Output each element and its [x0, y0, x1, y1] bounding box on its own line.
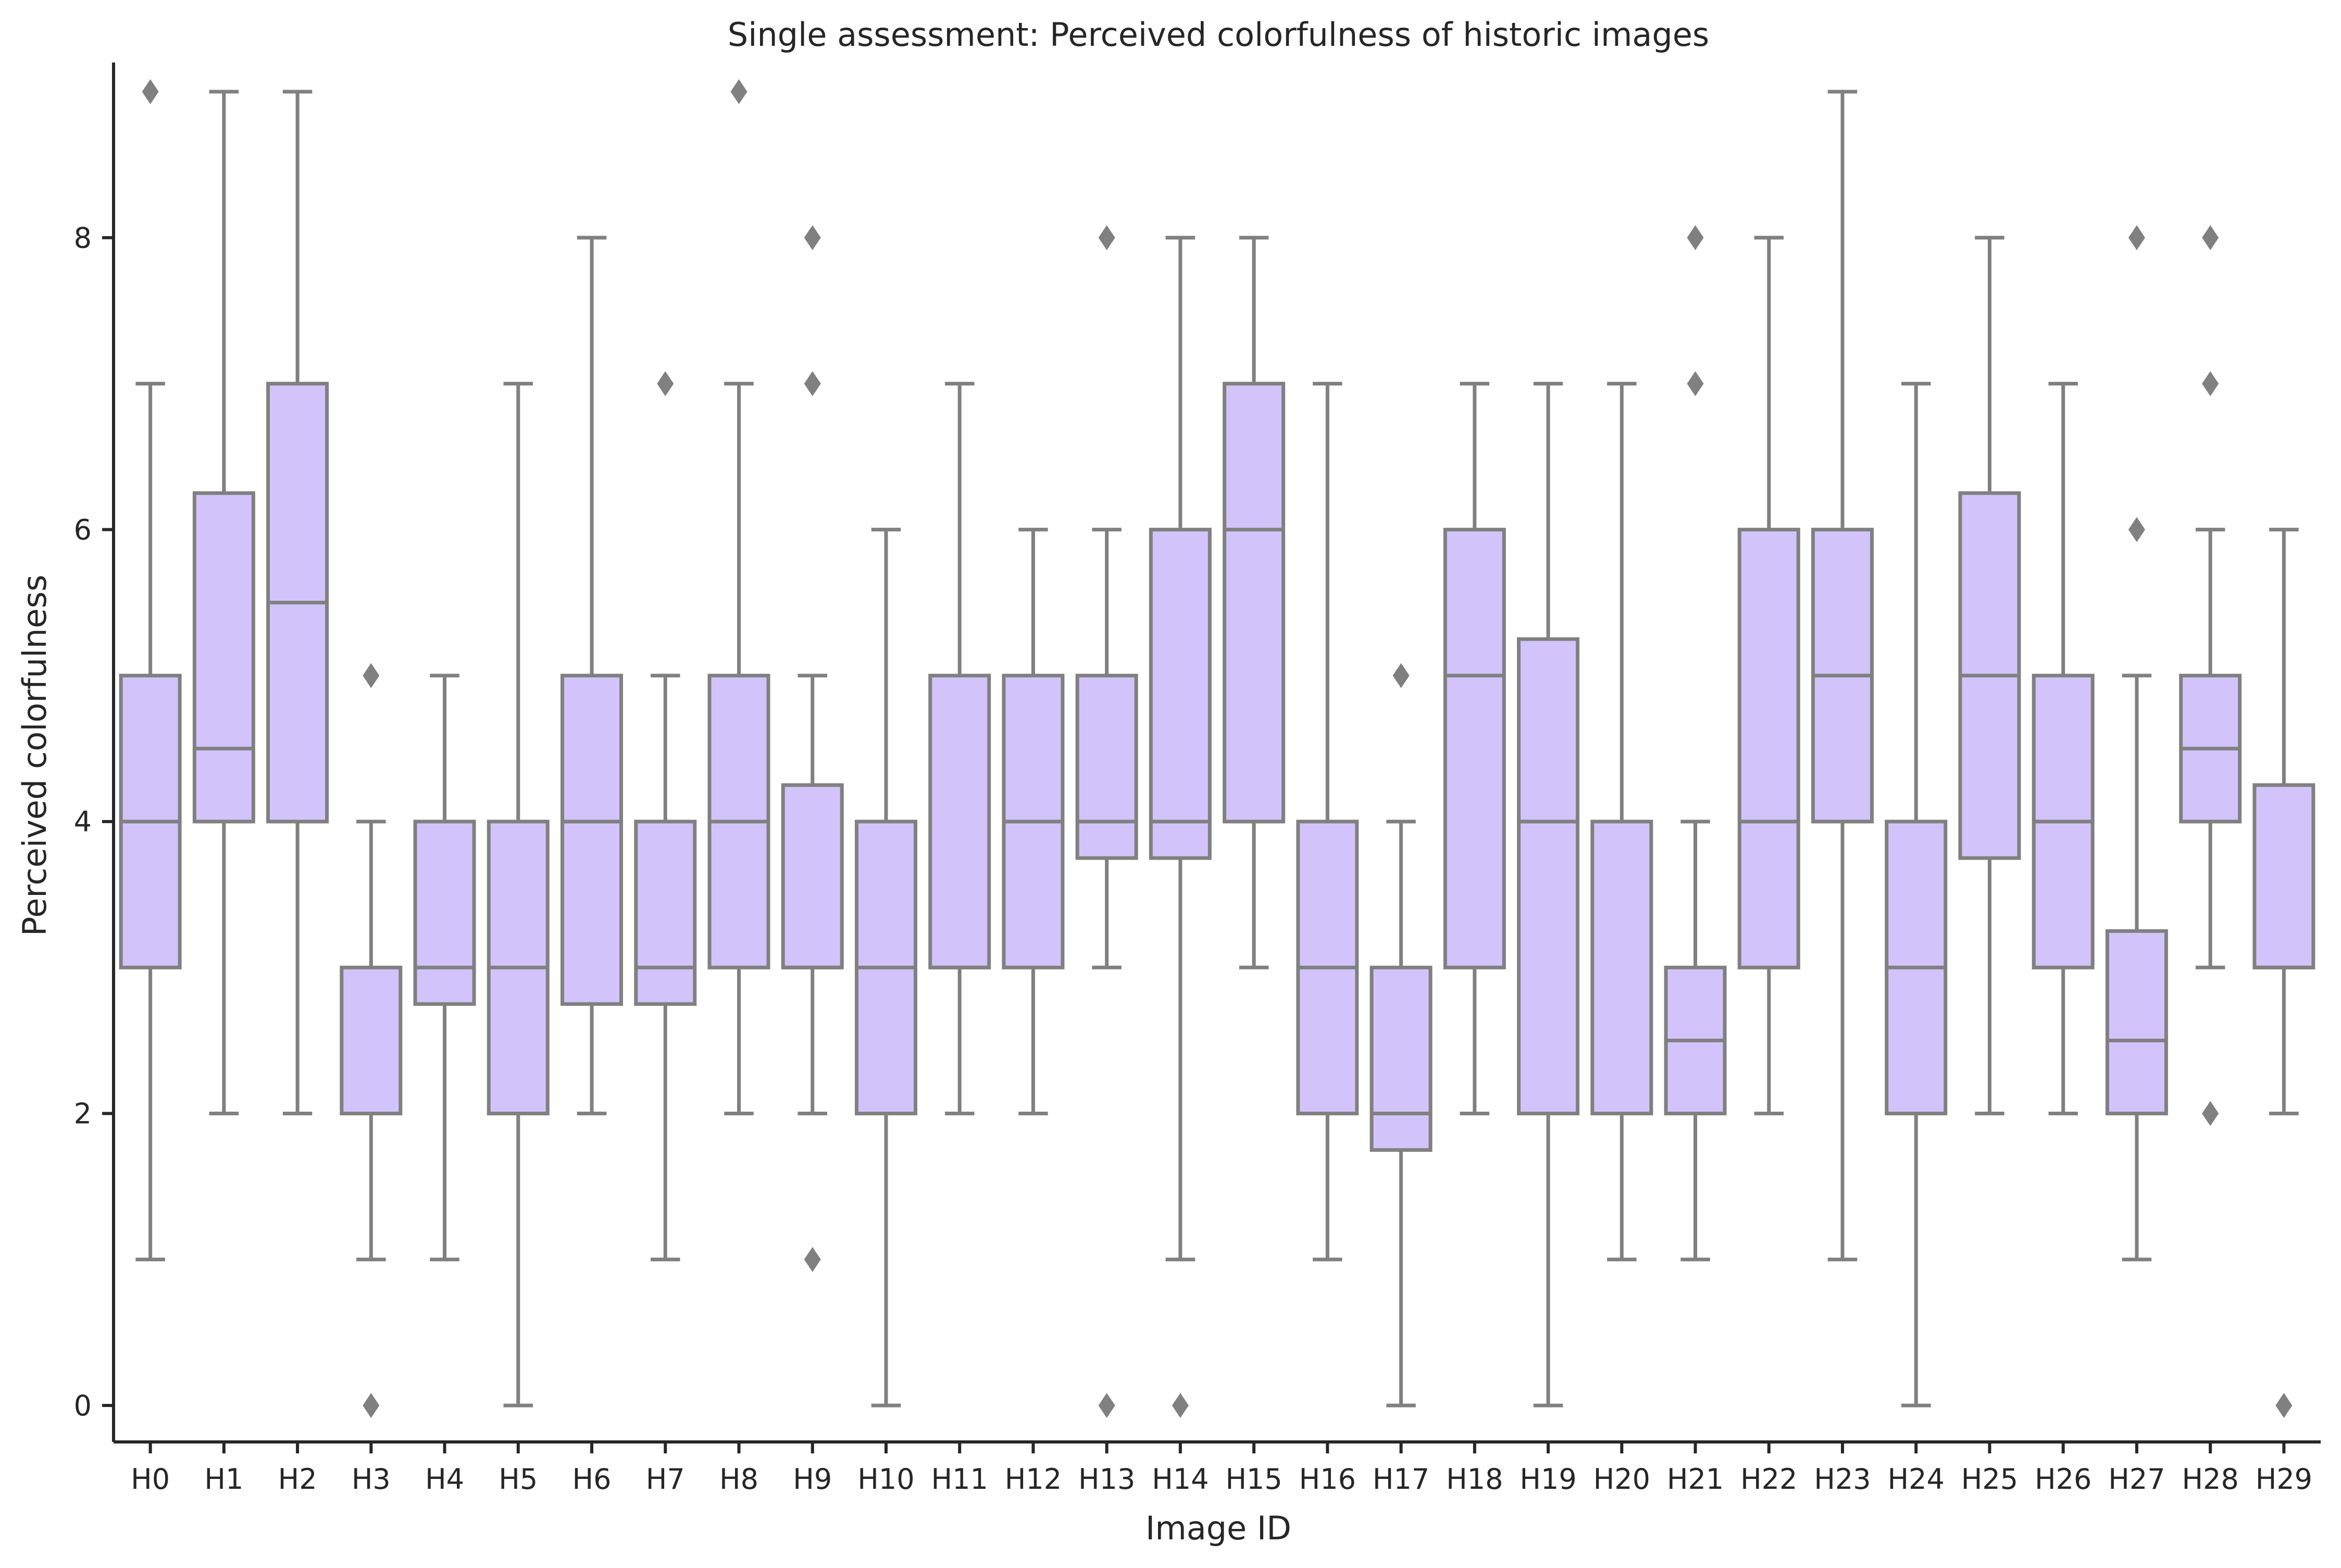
box-h11 — [928, 674, 991, 969]
y-tick-label: 6 — [74, 514, 92, 546]
box-h18 — [1443, 528, 1506, 969]
box-h9 — [781, 783, 844, 969]
box-h19 — [1517, 637, 1580, 1116]
box-h29 — [2252, 783, 2315, 969]
x-axis-title: Image ID — [1145, 1509, 1291, 1547]
outlier-point — [363, 663, 380, 688]
outlier-point — [1687, 371, 1704, 396]
x-tick-label: H7 — [646, 1463, 685, 1496]
outlier-point — [1687, 225, 1704, 251]
x-tick-label: H22 — [1740, 1463, 1797, 1496]
outlier-point — [1098, 225, 1115, 251]
x-tick-label: H8 — [719, 1463, 758, 1496]
x-tick-label: H20 — [1593, 1463, 1650, 1496]
outlier-point — [1392, 663, 1410, 688]
x-tick-label: H26 — [2035, 1463, 2091, 1496]
outlier-point — [2275, 1392, 2293, 1418]
box-h20 — [1590, 819, 1653, 1116]
y-tick-label: 0 — [74, 1389, 92, 1422]
box-h1 — [192, 491, 255, 824]
outlier-point — [2128, 225, 2145, 251]
box-h15 — [1223, 381, 1286, 824]
box-h7 — [634, 819, 697, 1006]
outlier-point — [2202, 371, 2219, 396]
plot-area: 0 2 4 6 8 H0 H1 H2 H3 H4 H5 H6 H7 H8 H9 H10 H11 H12 H13 H14… — [74, 63, 2321, 1496]
x-tick-label: H14 — [1152, 1463, 1209, 1496]
box-h27 — [2105, 929, 2168, 1116]
box-h3 — [340, 965, 403, 1116]
x-tick-label: H29 — [2256, 1463, 2312, 1496]
x-tick-label: H3 — [352, 1463, 391, 1496]
outlier-point — [142, 79, 159, 105]
x-tick-label: H10 — [857, 1463, 914, 1496]
x-tick-label: H18 — [1446, 1463, 1503, 1496]
x-tick-label: H23 — [1814, 1463, 1871, 1496]
y-axis-title: Perceived colorfulness — [16, 575, 54, 936]
y-tick-label: 8 — [74, 221, 92, 254]
x-tick-label: H21 — [1667, 1463, 1724, 1496]
outlier-point — [804, 225, 821, 251]
x-tick-label: H24 — [1888, 1463, 1945, 1496]
box-h13 — [1075, 674, 1138, 860]
x-tick-label: H17 — [1373, 1463, 1429, 1496]
x-tick-label: H19 — [1520, 1463, 1576, 1496]
outlier-point — [2202, 1101, 2219, 1126]
x-tick-label: H25 — [1961, 1463, 2018, 1496]
x-tick-label: H12 — [1005, 1463, 1062, 1496]
x-tick-label: H1 — [204, 1463, 243, 1496]
x-tick-label: H2 — [278, 1463, 317, 1496]
outlier-point — [804, 1247, 821, 1272]
x-tick-label: H9 — [793, 1463, 832, 1496]
x-tick-label: H11 — [931, 1463, 988, 1496]
outlier-point — [2128, 517, 2145, 542]
outlier-point — [804, 371, 821, 396]
chart-title: Single assessment: Perceived colorfulnes… — [728, 16, 1709, 54]
x-tick-label: H5 — [499, 1463, 538, 1496]
box-h17 — [1369, 965, 1433, 1152]
y-tick-label: 2 — [74, 1098, 92, 1130]
y-tick-label: 4 — [74, 805, 92, 838]
outlier-point — [730, 79, 748, 105]
box-h4 — [413, 819, 476, 1006]
outlier-point — [657, 371, 674, 396]
outlier-point — [363, 1392, 380, 1418]
x-tick-label: H4 — [425, 1463, 464, 1496]
box-h6 — [561, 674, 624, 1006]
x-tick-label: H0 — [131, 1463, 170, 1496]
x-tick-label: H13 — [1078, 1463, 1135, 1496]
outlier-point — [1172, 1392, 1189, 1418]
box-h14 — [1149, 528, 1212, 860]
x-tick-label: H6 — [572, 1463, 612, 1496]
box-h22 — [1737, 528, 1800, 969]
x-tick-label: H28 — [2182, 1463, 2238, 1496]
outlier-point — [1098, 1392, 1115, 1418]
x-tick-label: H27 — [2108, 1463, 2165, 1496]
x-tick-label: H16 — [1299, 1463, 1356, 1496]
outlier-point — [2202, 225, 2219, 251]
x-tick-label: H15 — [1225, 1463, 1282, 1496]
